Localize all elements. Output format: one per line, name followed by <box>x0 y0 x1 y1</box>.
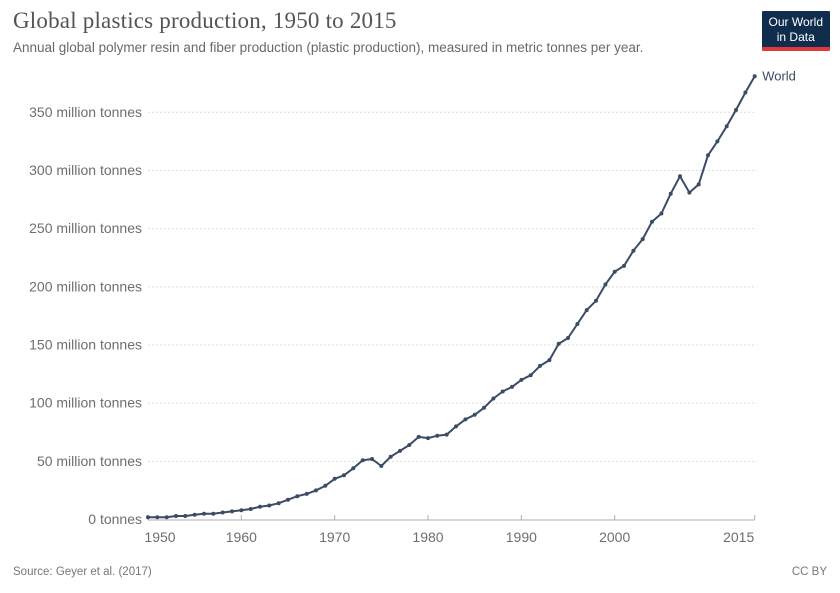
license-link[interactable]: CC BY <box>791 566 827 578</box>
data-point <box>603 282 608 287</box>
data-point <box>715 139 720 144</box>
data-point <box>276 501 281 506</box>
data-point <box>472 412 477 417</box>
x-tick-label: 1950 <box>144 529 175 545</box>
series-label-world: World <box>762 69 796 84</box>
data-point <box>146 515 150 520</box>
data-point <box>734 108 738 112</box>
source-text: Source: Geyer et al. (2017) <box>13 566 152 578</box>
data-point <box>435 433 440 438</box>
data-point <box>164 515 169 520</box>
data-point <box>398 448 402 453</box>
data-point <box>267 503 272 508</box>
data-point <box>706 153 710 158</box>
data-point <box>678 174 682 179</box>
data-point <box>155 515 160 520</box>
data-point <box>332 476 337 481</box>
y-tick-label: 350 million tonnes <box>29 104 142 120</box>
data-point <box>482 405 486 410</box>
owid-logo[interactable]: Our World in Data <box>761 11 830 51</box>
y-tick-label: 300 million tonnes <box>29 162 142 178</box>
data-point <box>192 512 197 517</box>
data-point <box>351 466 356 471</box>
data-point <box>566 336 570 340</box>
data-point <box>388 454 393 459</box>
y-tick-label: 150 million tonnes <box>29 336 142 352</box>
data-point <box>659 211 664 216</box>
data-point <box>239 508 244 513</box>
data-point <box>230 509 234 514</box>
data-point <box>500 389 505 394</box>
x-tick-label: 2015 <box>723 529 754 545</box>
series-line-world[interactable] <box>147 75 756 519</box>
data-point <box>304 491 309 496</box>
data-point <box>220 510 225 515</box>
x-tick-label: 1960 <box>226 529 257 545</box>
data-point <box>622 263 626 268</box>
data-point <box>174 514 178 518</box>
data-point <box>724 124 729 129</box>
data-point <box>631 248 636 253</box>
data-point <box>211 511 216 516</box>
data-point <box>687 190 692 195</box>
data-point <box>323 483 328 488</box>
data-point <box>519 377 524 382</box>
data-point <box>202 511 206 516</box>
data-point <box>547 358 552 363</box>
data-point <box>650 219 654 224</box>
owid-logo-line1: Our World <box>768 15 823 29</box>
data-point <box>696 182 701 187</box>
data-point <box>407 443 412 447</box>
y-tick-label: 200 million tonnes <box>29 278 142 294</box>
data-point <box>463 417 468 422</box>
data-point <box>286 497 290 502</box>
data-point <box>295 494 300 499</box>
data-point <box>342 473 346 478</box>
data-point <box>314 488 318 493</box>
data-point <box>556 341 561 346</box>
chart-title: Global plastics production, 1950 to 2015 <box>13 8 397 33</box>
data-point <box>584 308 589 313</box>
data-point <box>640 237 645 242</box>
x-tick-label: 2000 <box>599 529 630 545</box>
y-tick-label: 100 million tonnes <box>29 395 142 411</box>
data-point <box>248 507 253 511</box>
owid-logo-line2: in Data <box>776 29 815 44</box>
data-point <box>183 514 188 518</box>
data-point <box>454 424 458 429</box>
data-point <box>360 458 365 463</box>
data-point <box>379 464 384 468</box>
data-point <box>444 432 449 437</box>
x-tick-label: 1990 <box>506 529 537 545</box>
x-tick-label: 1970 <box>319 529 350 545</box>
data-point <box>510 384 514 389</box>
chart-subtitle: Annual global polymer resin and fiber pr… <box>13 40 644 55</box>
data-point <box>528 373 533 378</box>
data-point <box>594 298 598 303</box>
data-point <box>491 396 496 401</box>
data-point <box>668 191 673 196</box>
y-tick-label: 250 million tonnes <box>29 220 142 236</box>
data-point <box>416 434 421 439</box>
chart-footer: Source: Geyer et al. (2017) CC BY <box>0 566 840 578</box>
data-point <box>538 363 542 368</box>
data-point <box>612 269 617 274</box>
data-point <box>575 322 580 326</box>
data-point <box>426 436 430 441</box>
data-point <box>258 504 262 509</box>
data-point <box>752 74 757 79</box>
x-tick-label: 1980 <box>412 529 443 545</box>
y-tick-label: 50 million tonnes <box>37 453 142 469</box>
data-point <box>370 457 374 461</box>
y-tick-label: 0 tonnes <box>88 511 142 527</box>
data-point <box>743 90 748 95</box>
